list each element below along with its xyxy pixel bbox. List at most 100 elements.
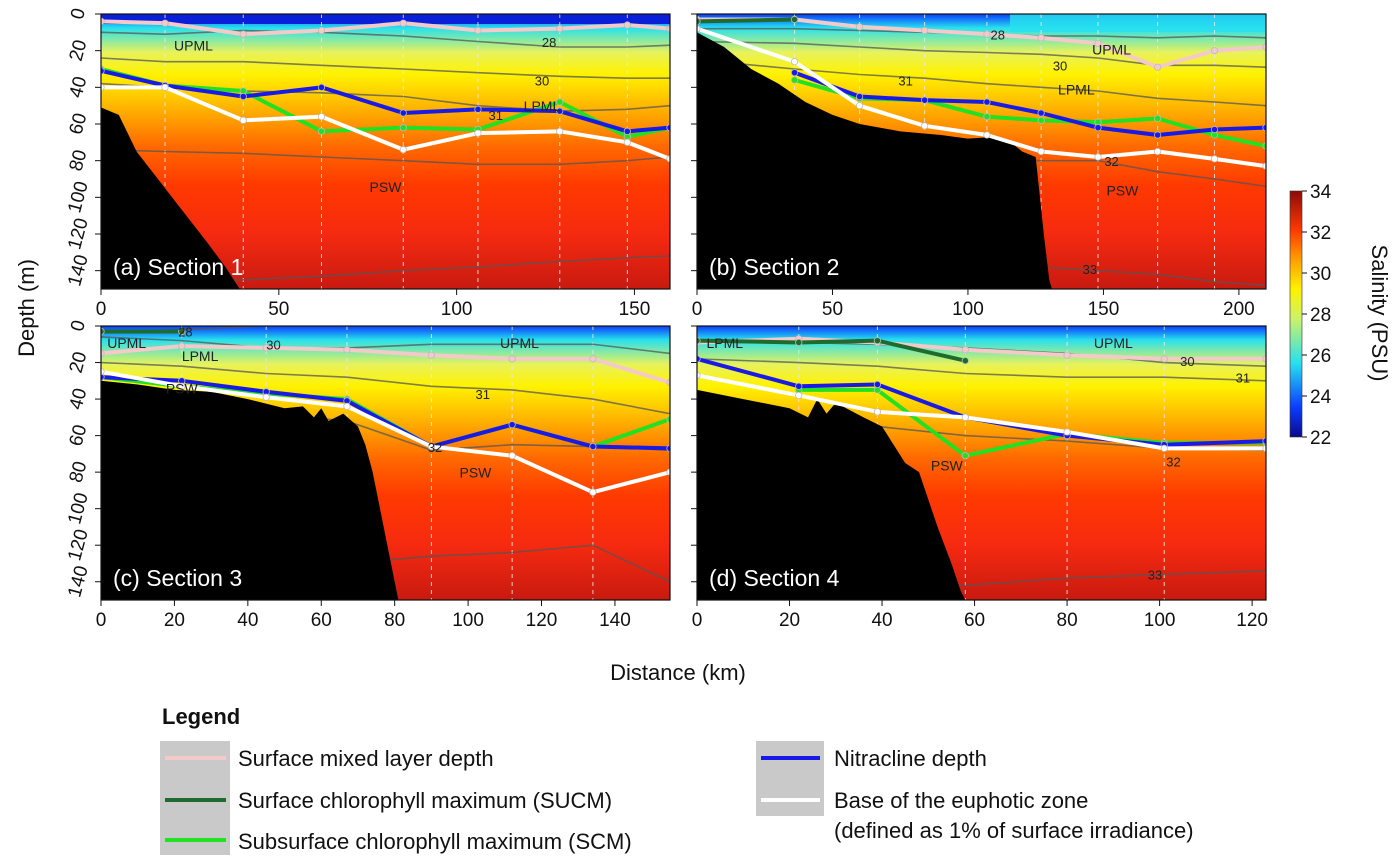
colorbar-ticks: 22 24 26 28 30 32 34 xyxy=(1302,182,1332,449)
x-tick-label: 120 xyxy=(1236,610,1268,631)
y-axis-title: Depth (m) xyxy=(14,259,39,357)
contour-label: 31 xyxy=(476,387,490,402)
point-sucm xyxy=(697,337,701,345)
colorbar-tick-label: 34 xyxy=(1310,182,1332,203)
colorbar-tick-label: 22 xyxy=(1310,428,1331,449)
seafloor xyxy=(101,380,399,600)
colorbar-tick-label: 28 xyxy=(1310,305,1331,326)
y-tick-label: 40 xyxy=(66,74,92,100)
point-sucm xyxy=(790,15,799,24)
point-nitracline xyxy=(855,92,864,101)
y-tick-label: 20 xyxy=(66,349,92,375)
point-mixed-layer xyxy=(1210,47,1219,55)
colorbar-tick-label: 24 xyxy=(1310,387,1332,408)
contour-label: 30 xyxy=(1180,354,1194,369)
x-tick-label: 150 xyxy=(619,299,651,320)
point-nitracline xyxy=(1210,125,1219,134)
contour-label: 30 xyxy=(535,73,549,88)
contour-label: 32 xyxy=(428,440,442,455)
point-mixed-layer xyxy=(556,25,564,33)
point-euphotic xyxy=(1160,444,1168,452)
point-euphotic xyxy=(873,408,882,416)
point-nitracline xyxy=(920,96,929,104)
x-tick-label: 100 xyxy=(452,610,484,631)
contour-label: 32 xyxy=(1166,454,1180,469)
line-nitracline xyxy=(101,375,670,451)
point-mixed-layer xyxy=(623,21,631,29)
x-tick-label: 140 xyxy=(599,610,631,631)
x-tick-label: 200 xyxy=(1223,299,1255,320)
line-mixed-layer xyxy=(697,17,1266,70)
point-nitracline xyxy=(983,98,991,106)
point-sucm xyxy=(697,17,701,25)
contour-label: PSW xyxy=(459,465,492,481)
point-scm xyxy=(790,76,799,84)
contour-label: 28 xyxy=(542,35,556,50)
point-sucm xyxy=(873,337,882,345)
x-tick-label: 0 xyxy=(96,299,107,320)
point-euphotic xyxy=(961,413,969,421)
point-nitracline xyxy=(623,127,631,135)
point-euphotic xyxy=(508,452,516,460)
point-mixed-layer xyxy=(178,342,186,350)
point-euphotic xyxy=(1063,428,1071,436)
contour-label: 30 xyxy=(266,338,280,353)
isohaline-32 xyxy=(101,148,670,166)
panel-title: (d) Section 4 xyxy=(709,565,840,591)
point-euphotic xyxy=(262,393,270,401)
x-tick-label: 80 xyxy=(1057,610,1078,631)
point-mixed-layer xyxy=(161,19,169,27)
y-tick-label: 80 xyxy=(66,459,92,485)
point-nitracline xyxy=(697,355,701,363)
y-tick-label: 60 xyxy=(66,423,92,449)
legend-label-mixed-layer: Surface mixed layer depth xyxy=(238,746,494,771)
colorbar-tick-label: 30 xyxy=(1310,264,1331,285)
line-euphotic xyxy=(697,26,1266,169)
x-tick-label: 150 xyxy=(1088,299,1120,320)
point-euphotic xyxy=(427,442,435,451)
point-sucm xyxy=(178,327,186,336)
x-tick-label: 50 xyxy=(822,299,843,320)
contour-label: UPML xyxy=(1094,335,1133,351)
x-tick-label: 20 xyxy=(164,610,185,631)
point-mixed-layer xyxy=(855,23,864,31)
point-nitracline xyxy=(873,380,882,389)
colorbar-tick-label: 32 xyxy=(1310,223,1331,244)
contour-label: UPML xyxy=(1092,41,1131,57)
isohaline-31 xyxy=(697,59,1266,107)
x-tick-label: 0 xyxy=(692,610,703,631)
plot-frame xyxy=(696,325,1267,601)
point-euphotic xyxy=(474,129,482,137)
y-tick-label: 140 xyxy=(64,253,92,289)
point-euphotic xyxy=(697,25,701,33)
x-tick-label: 60 xyxy=(311,610,332,631)
legend-swatch-box-right xyxy=(756,741,824,816)
point-euphotic xyxy=(855,102,864,110)
legend: Legend Surface mixed layer depth Surface… xyxy=(160,704,1194,855)
point-nitracline xyxy=(1262,437,1266,445)
point-mixed-layer xyxy=(508,355,516,363)
point-euphotic xyxy=(239,116,247,124)
panel-title: (c) Section 3 xyxy=(113,565,242,591)
isohaline-31 xyxy=(101,361,670,415)
point-mixed-layer xyxy=(920,26,929,35)
point-euphotic xyxy=(178,382,186,390)
point-mixed-layer xyxy=(589,355,597,363)
x-tick-label: 40 xyxy=(871,610,892,631)
contour-label: 31 xyxy=(898,73,912,88)
point-scm xyxy=(1154,114,1162,123)
contour-label: PSW xyxy=(166,381,199,397)
point-nitracline xyxy=(239,92,247,101)
point-nitracline xyxy=(1262,124,1266,132)
x-tick-label: 100 xyxy=(1144,610,1176,631)
contour-label: LPML xyxy=(706,335,743,351)
x-tick-label: 50 xyxy=(268,299,289,320)
seafloor xyxy=(697,32,1052,289)
y-tick-label: 120 xyxy=(64,216,92,252)
point-mixed-layer xyxy=(427,351,435,359)
x-tick-label: 120 xyxy=(526,610,558,631)
panel-section-1: UPML 28 30 31 LPML PSW (a) Section 1 0 50 100 150 0… xyxy=(64,6,671,320)
point-scm xyxy=(983,113,991,121)
contour-label: UPML xyxy=(500,335,539,351)
